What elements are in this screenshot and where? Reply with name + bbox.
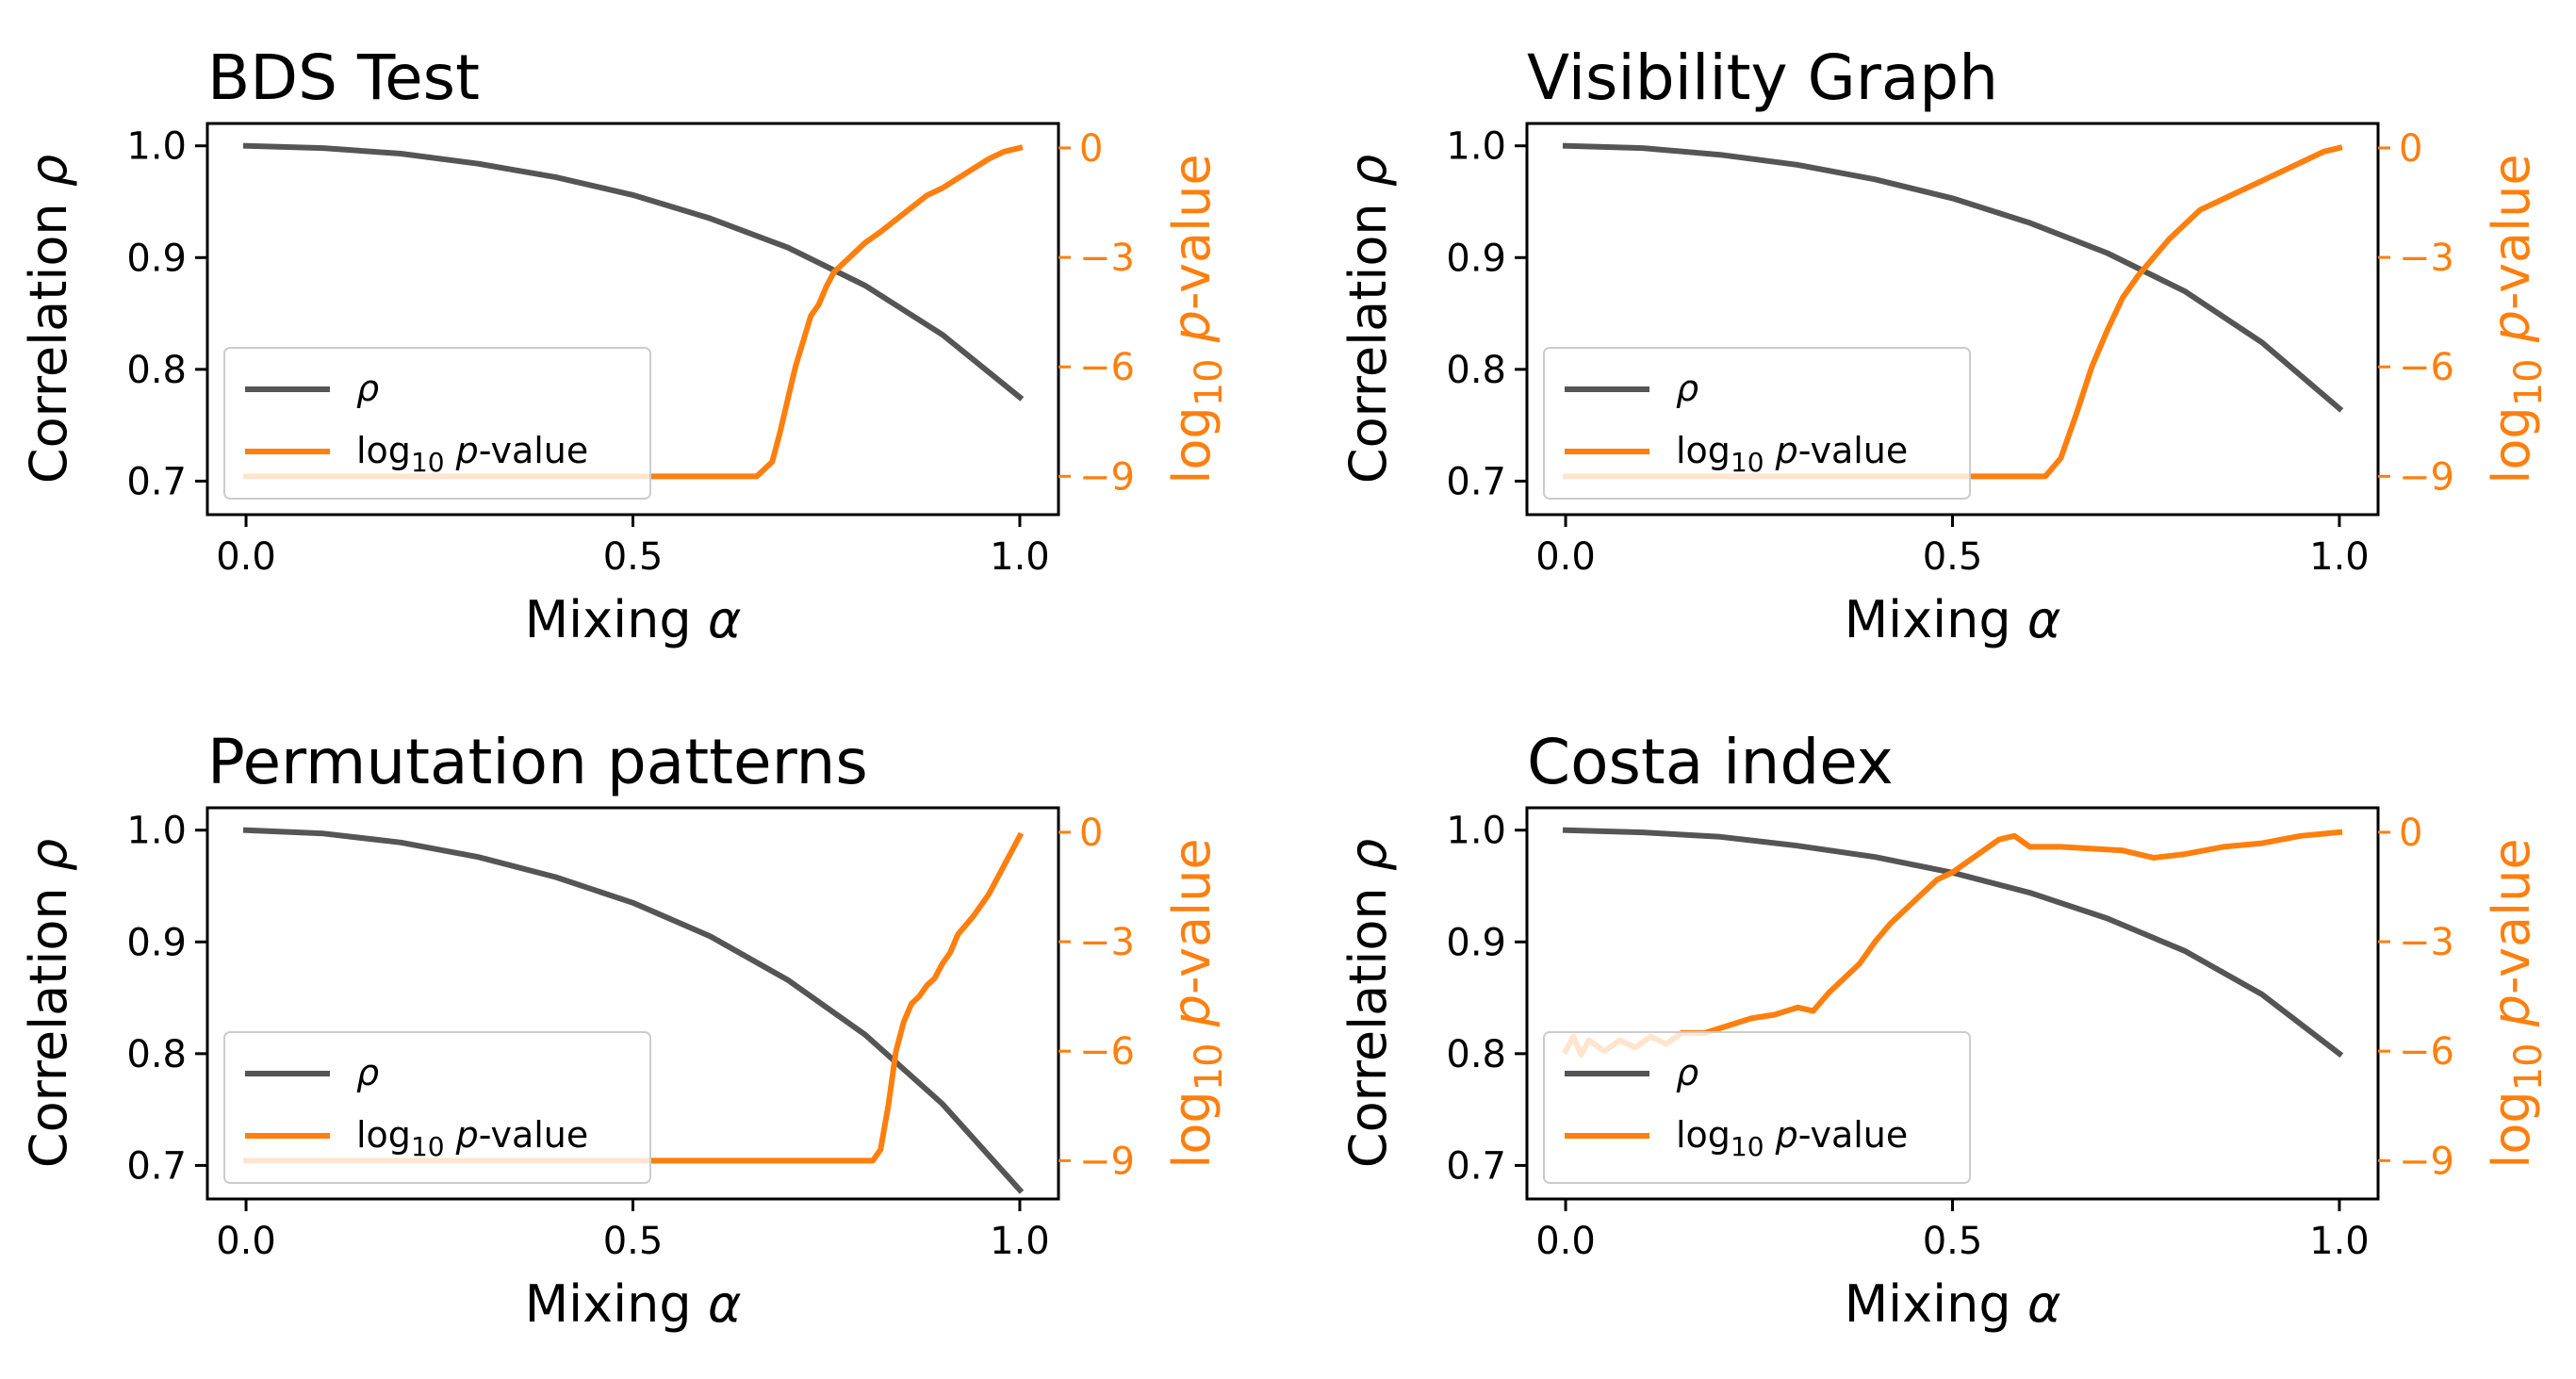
y-right-axis-label: log10 p-value [1162, 154, 1231, 484]
legend-box [223, 1031, 651, 1184]
y-right-axis-label: log10 p-value [2482, 838, 2551, 1168]
y-left-axis-label: Correlation ρ [19, 155, 78, 484]
chart-title: Costa index [1527, 726, 1894, 798]
legend: ρ log10 p-value [1543, 347, 1971, 500]
x-tick-label: 0.5 [603, 535, 664, 579]
legend-rho-label: ρ [356, 1052, 379, 1093]
y-left-tick-label: 0.9 [126, 237, 187, 280]
series-rho-line [1562, 142, 2344, 413]
x-tick-label: 0.0 [216, 1220, 276, 1263]
y-right-tick-label: −6 [2399, 1030, 2454, 1074]
y-left-tick-label: 1.0 [1446, 125, 1506, 169]
legend-rho-label: ρ [1676, 368, 1698, 409]
y-left-axis-label: Correlation ρ [1338, 839, 1398, 1168]
y-left-tick-label: 1.0 [126, 810, 187, 853]
legend-pvalue-label: log10 p-value [356, 430, 588, 478]
y-left-tick-label: 0.9 [126, 921, 187, 964]
series-rho-line [1562, 827, 2344, 1059]
x-tick-label: 1.0 [2309, 535, 2370, 579]
series-pvalue-line [243, 144, 1024, 480]
series-rho-line [242, 827, 1025, 1194]
legend-pvalue-label: log10 p-value [1676, 1114, 1908, 1162]
series-pvalue-line [243, 831, 1025, 1164]
y-left-tick-label: 1.0 [126, 125, 187, 169]
y-right-tick-label: −9 [1079, 455, 1135, 499]
y-left-tick-label: 0.8 [1446, 349, 1506, 392]
x-axis-label: Mixing α [525, 1274, 742, 1334]
series-pvalue-line [1561, 829, 2343, 1059]
legend: ρ log10 p-value [223, 347, 651, 500]
y-right-tick-label: 0 [2399, 127, 2422, 171]
y-right-tick-label: −3 [2399, 237, 2454, 280]
x-tick-label: 0.0 [216, 535, 276, 579]
x-tick-label: 0.5 [1923, 1220, 1983, 1263]
y-left-tick-label: 0.7 [1446, 1144, 1506, 1188]
y-left-tick-label: 0.7 [1446, 460, 1506, 503]
legend: ρ log10 p-value [223, 1031, 651, 1184]
y-right-tick-label: 0 [2399, 812, 2422, 855]
series-rho-line [242, 142, 1025, 402]
legend-box [1543, 347, 1971, 500]
x-tick-label: 0.0 [1535, 535, 1596, 579]
chart-title: Permutation patterns [207, 726, 868, 798]
y-left-axis-label: Correlation ρ [19, 839, 78, 1168]
panel-bds-test: BDS Test 0.0 0.5 1.0 0.7 0.8 0.9 1.0 −9 −6 −3 0 Mixi… [19, 41, 1231, 649]
y-right-tick-label: −9 [1079, 1140, 1135, 1183]
x-tick-label: 1.0 [990, 535, 1050, 579]
y-left-tick-label: 0.7 [126, 1144, 187, 1188]
y-left-tick-label: 1.0 [1446, 810, 1506, 853]
legend-box [1543, 1031, 1971, 1184]
chart-title: Visibility Graph [1527, 41, 1998, 114]
x-tick-label: 0.5 [1923, 535, 1983, 579]
y-left-tick-label: 0.8 [126, 1033, 187, 1076]
x-axis-label: Mixing α [1845, 1274, 2061, 1334]
legend: ρ log10 p-value [1543, 1031, 1971, 1184]
series-pvalue-line [1563, 144, 2343, 480]
panel-visibility-graph: Visibility Graph 0.0 0.5 1.0 0.7 0.8 0.9 1.0 −9 −… [1338, 41, 2551, 649]
y-right-tick-label: −9 [2399, 455, 2454, 499]
y-left-axis-label: Correlation ρ [1338, 155, 1398, 484]
legend-pvalue-label: log10 p-value [1676, 430, 1908, 478]
y-right-tick-label: −3 [2399, 921, 2454, 964]
y-right-tick-label: −3 [1079, 921, 1135, 964]
panel-costa-index: Costa index 0.0 0.5 1.0 0.7 0.8 0.9 1.0 −9 −6 −3 0 M… [1338, 726, 2551, 1334]
chart-title: BDS Test [207, 41, 480, 114]
x-tick-label: 0.5 [603, 1220, 664, 1263]
y-left-tick-label: 0.8 [126, 349, 187, 392]
y-left-tick-label: 0.8 [1446, 1033, 1506, 1076]
y-left-tick-label: 0.9 [1446, 237, 1506, 280]
y-right-tick-label: 0 [1079, 812, 1103, 855]
y-left-tick-label: 0.7 [126, 460, 187, 503]
y-right-tick-label: 0 [1079, 127, 1103, 171]
y-right-tick-label: −6 [1079, 1030, 1135, 1074]
y-left-tick-label: 0.9 [1446, 921, 1506, 964]
legend-rho-label: ρ [1676, 1052, 1698, 1093]
x-tick-label: 0.0 [1535, 1220, 1596, 1263]
legend-box [223, 347, 651, 500]
y-right-tick-label: −6 [1079, 346, 1135, 389]
x-tick-label: 1.0 [990, 1220, 1050, 1263]
legend-pvalue-label: log10 p-value [356, 1114, 588, 1162]
legend-rho-label: ρ [356, 368, 379, 409]
y-right-axis-label: log10 p-value [1162, 838, 1231, 1168]
x-tick-label: 1.0 [2309, 1220, 2370, 1263]
x-axis-label: Mixing α [525, 590, 742, 649]
x-axis-label: Mixing α [1845, 590, 2061, 649]
y-right-tick-label: −6 [2399, 346, 2454, 389]
panel-permutation-patterns: Permutation patterns 0.0 0.5 1.0 0.7 0.8 0.9 1.… [19, 726, 1231, 1334]
y-right-tick-label: −3 [1079, 237, 1135, 280]
y-right-tick-label: −9 [2399, 1140, 2454, 1183]
y-right-axis-label: log10 p-value [2482, 154, 2551, 484]
